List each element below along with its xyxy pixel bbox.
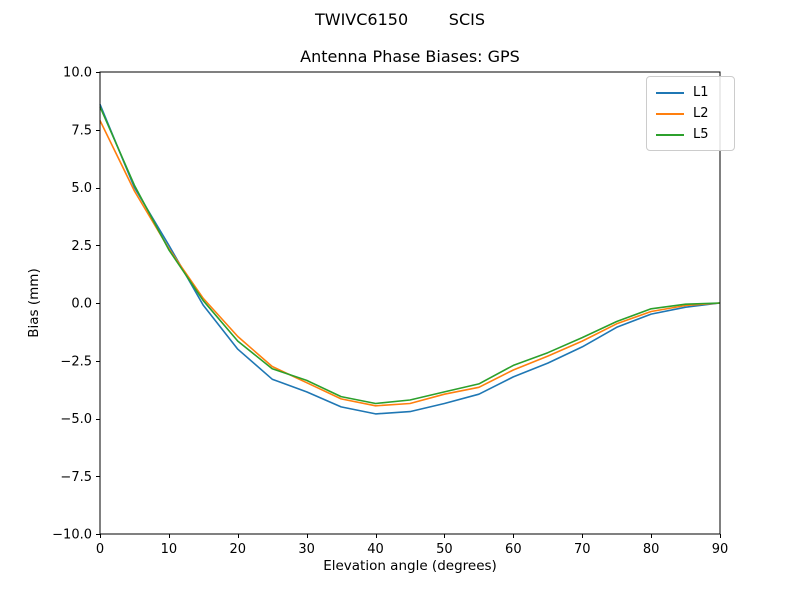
legend-swatch-l5 xyxy=(656,133,684,136)
x-tick-label: 90 xyxy=(712,542,729,557)
x-tick-label: 0 xyxy=(96,542,104,557)
series-line-l2 xyxy=(99,120,721,407)
x-tick-label: 80 xyxy=(643,542,660,557)
axes-spines xyxy=(99,71,721,535)
legend-label-l2: L2 xyxy=(693,106,709,121)
legend-item-l5: L5 xyxy=(656,124,725,145)
y-tick-label: 5.0 xyxy=(71,181,92,196)
x-tick-label: 70 xyxy=(574,542,591,557)
x-tick-label: 10 xyxy=(161,542,178,557)
y-axis-label: Bias (mm) xyxy=(26,268,42,338)
legend-item-l1: L1 xyxy=(656,82,725,103)
y-tick-label: −7.5 xyxy=(60,470,92,485)
x-axis-label: Elevation angle (degrees) xyxy=(323,558,497,574)
legend-item-l2: L2 xyxy=(656,103,725,124)
legend-swatch-l2 xyxy=(656,112,684,115)
x-tick-label: 20 xyxy=(230,542,247,557)
series-line-l5 xyxy=(99,106,721,405)
x-tick-label: 50 xyxy=(436,542,453,557)
y-tick-label: −10.0 xyxy=(52,528,92,543)
legend-label-l1: L1 xyxy=(693,85,709,100)
x-tick-label: 30 xyxy=(298,542,315,557)
figure-suptitle: TWIVC6150 SCIS xyxy=(314,10,486,29)
x-tick-label: 60 xyxy=(505,542,522,557)
legend: L1 L2 L5 xyxy=(646,76,735,151)
axes-title: Antenna Phase Biases: GPS xyxy=(300,47,520,66)
y-tick-label: −2.5 xyxy=(60,354,92,369)
legend-label-l5: L5 xyxy=(693,127,709,142)
x-tick-label: 40 xyxy=(367,542,384,557)
y-tick-label: −5.0 xyxy=(60,412,92,427)
y-tick-label: 10.0 xyxy=(63,66,92,81)
series-line-l1 xyxy=(99,103,721,415)
legend-swatch-l1 xyxy=(656,91,684,94)
y-tick-label: 0.0 xyxy=(71,297,92,312)
y-tick-label: 2.5 xyxy=(71,239,92,254)
y-tick-label: 7.5 xyxy=(71,123,92,138)
